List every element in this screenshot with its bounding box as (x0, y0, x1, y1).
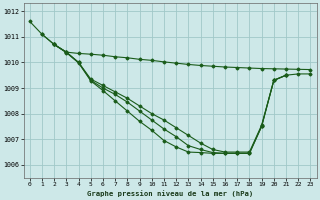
X-axis label: Graphe pression niveau de la mer (hPa): Graphe pression niveau de la mer (hPa) (87, 190, 253, 197)
